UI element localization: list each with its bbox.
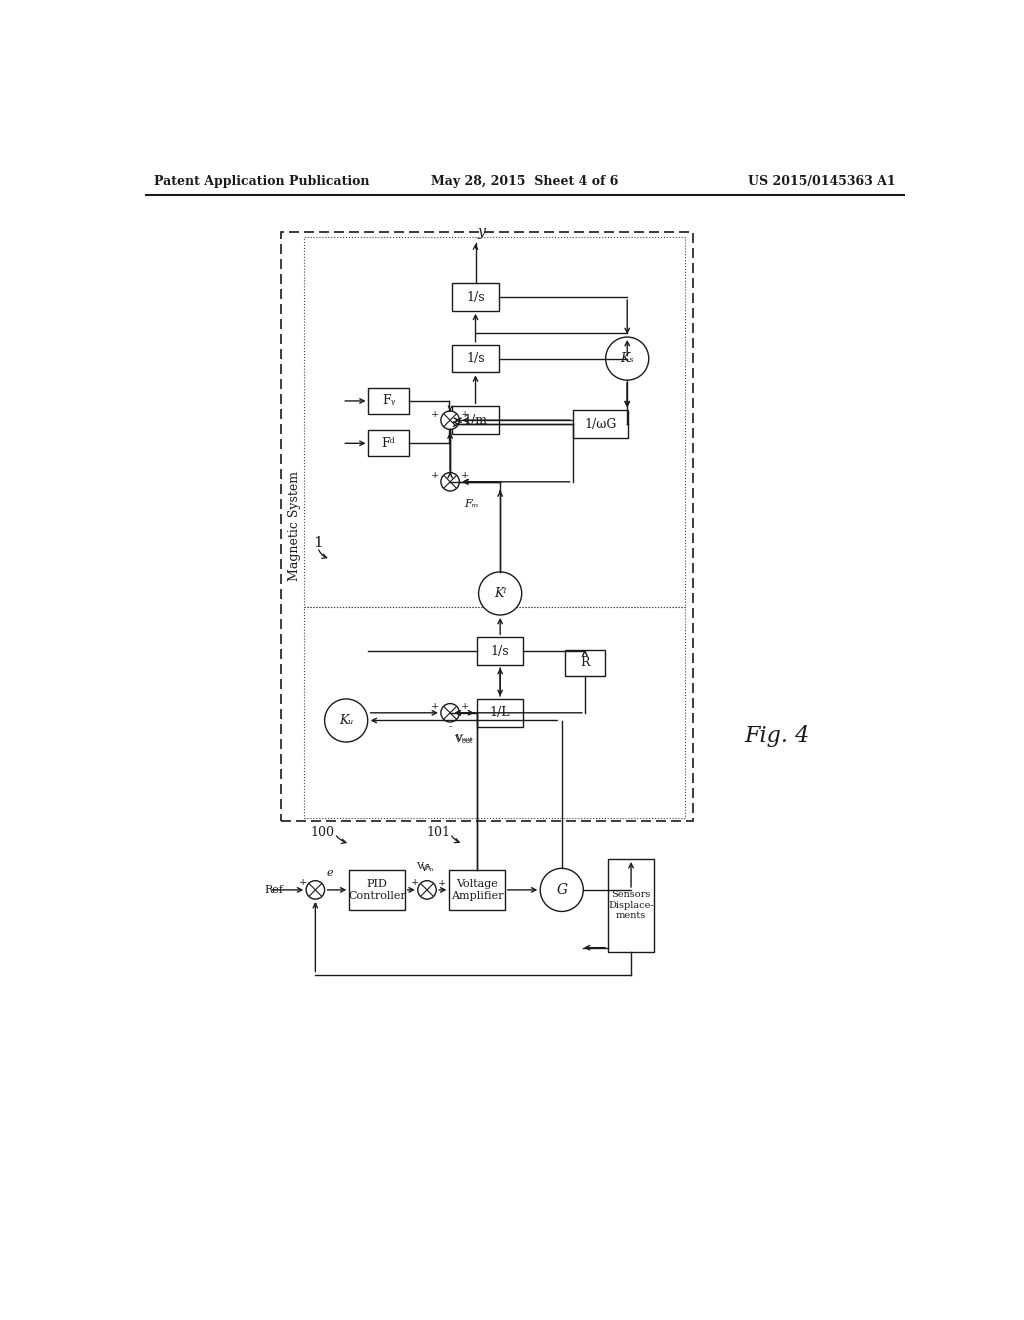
Text: -: - (449, 429, 452, 438)
Bar (369, 430, 409, 457)
Text: +: + (430, 409, 439, 418)
Text: May 28, 2015  Sheet 4 of 6: May 28, 2015 Sheet 4 of 6 (431, 176, 618, 187)
Bar (450, 870, 505, 909)
Bar (477, 638, 523, 665)
Text: Magnetic System: Magnetic System (288, 471, 301, 581)
Circle shape (418, 880, 436, 899)
Text: Sensors
Displace-
ments: Sensors Displace- ments (608, 891, 654, 920)
Bar (304, 607, 685, 818)
Text: Kᵤ: Kᵤ (339, 714, 353, 727)
Text: +: + (462, 409, 470, 418)
Text: Voltage
Amplifier: Voltage Amplifier (451, 879, 504, 900)
Bar (369, 388, 409, 414)
Circle shape (605, 337, 649, 380)
Text: 1/m: 1/m (464, 413, 487, 426)
Text: V$_{in}$: V$_{in}$ (417, 861, 431, 873)
Text: 1/s: 1/s (466, 352, 484, 366)
Text: Patent Application Publication: Patent Application Publication (154, 176, 370, 187)
Text: +: + (299, 878, 307, 887)
Text: Fᵈ: Fᵈ (382, 437, 395, 450)
Text: +: + (430, 471, 439, 480)
Bar (349, 870, 404, 909)
Circle shape (441, 473, 460, 491)
Text: Kᴵ: Kᴵ (494, 587, 507, 601)
Text: e: e (326, 867, 333, 878)
Bar (453, 284, 499, 312)
Text: +: + (462, 702, 470, 711)
Circle shape (441, 411, 460, 429)
Text: 101: 101 (426, 825, 451, 838)
Text: Vₒᵤₜ: Vₒᵤₜ (455, 734, 471, 743)
Bar (453, 407, 499, 434)
Text: 1/ωG: 1/ωG (584, 417, 616, 430)
Text: -: - (449, 722, 452, 731)
Text: 1/L: 1/L (489, 706, 510, 719)
Text: 1: 1 (312, 536, 323, 550)
Text: Fᵧ: Fᵧ (382, 395, 395, 408)
Bar (608, 859, 654, 952)
Bar (565, 649, 605, 676)
Text: 1/s: 1/s (466, 290, 484, 304)
Text: +: + (462, 471, 470, 480)
Bar (281, 231, 692, 821)
Text: Ref: Ref (264, 884, 283, 895)
Text: R: R (581, 656, 590, 669)
Text: Vᴵₙ: Vᴵₙ (420, 865, 434, 873)
Text: Fig. 4: Fig. 4 (744, 725, 810, 747)
Text: G: G (556, 883, 567, 896)
Text: -: - (313, 899, 317, 908)
Circle shape (306, 880, 325, 899)
Text: 1/s: 1/s (490, 644, 510, 657)
Bar (572, 411, 628, 438)
Text: PID
Controller: PID Controller (348, 879, 406, 900)
Text: 100: 100 (310, 825, 335, 838)
Text: +: + (438, 879, 446, 888)
Circle shape (325, 700, 368, 742)
Bar (477, 700, 523, 726)
Text: +: + (411, 878, 419, 887)
Bar (453, 345, 499, 372)
Text: V$_{out}$: V$_{out}$ (454, 733, 474, 746)
Text: US 2015/0145363 A1: US 2015/0145363 A1 (749, 176, 896, 187)
Text: Fₘ: Fₘ (464, 499, 478, 508)
Circle shape (441, 704, 460, 722)
Text: Kₛ: Kₛ (621, 352, 634, 366)
Text: y: y (478, 226, 485, 239)
Circle shape (478, 572, 521, 615)
Text: +: + (430, 702, 439, 711)
Circle shape (541, 869, 584, 911)
Bar (304, 238, 685, 607)
